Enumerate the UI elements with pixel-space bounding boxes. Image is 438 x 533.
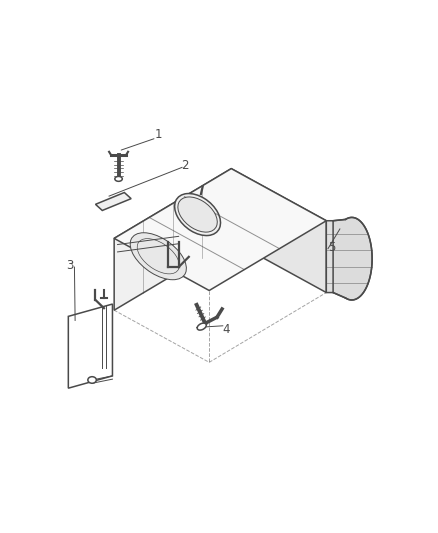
Text: 2: 2 bbox=[181, 159, 188, 172]
Ellipse shape bbox=[130, 233, 187, 280]
Ellipse shape bbox=[115, 176, 122, 181]
Polygon shape bbox=[333, 217, 372, 300]
Text: 5: 5 bbox=[328, 241, 335, 254]
Text: 3: 3 bbox=[66, 260, 74, 272]
Ellipse shape bbox=[88, 377, 96, 383]
Polygon shape bbox=[95, 192, 131, 211]
Ellipse shape bbox=[197, 323, 206, 330]
Polygon shape bbox=[114, 168, 231, 310]
Polygon shape bbox=[114, 168, 326, 290]
Text: 1: 1 bbox=[155, 128, 162, 141]
Ellipse shape bbox=[178, 197, 217, 232]
Polygon shape bbox=[231, 168, 326, 293]
Polygon shape bbox=[326, 221, 359, 293]
Text: 4: 4 bbox=[223, 322, 230, 336]
Ellipse shape bbox=[175, 193, 220, 236]
